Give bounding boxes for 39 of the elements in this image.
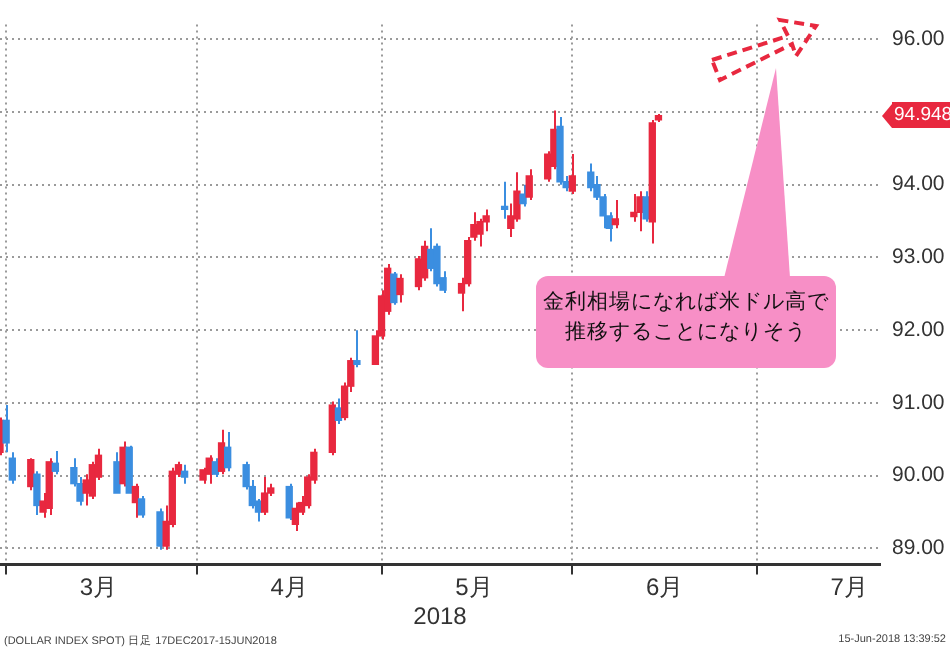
candlestick bbox=[125, 444, 133, 495]
candlestick bbox=[476, 217, 484, 248]
candlestick bbox=[119, 440, 127, 488]
y-tick-label: 89.00 bbox=[892, 536, 945, 561]
candlestick bbox=[180, 463, 189, 485]
candlestick bbox=[260, 476, 269, 516]
candlestick bbox=[131, 482, 140, 519]
candlestick bbox=[51, 449, 60, 476]
x-axis-title: 2018 bbox=[413, 602, 468, 631]
x-tick-label: 6月 bbox=[645, 573, 684, 602]
x-tick-label: 7月 bbox=[830, 573, 868, 602]
candlestick bbox=[137, 495, 146, 519]
candlestick bbox=[33, 470, 41, 516]
y-tick-label: 90.00 bbox=[892, 463, 945, 488]
candlestick bbox=[156, 507, 164, 551]
y-tick-label: 94.00 bbox=[892, 172, 945, 197]
candlestick bbox=[353, 329, 361, 369]
candlestick bbox=[8, 451, 16, 485]
y-tick-label: 92.00 bbox=[892, 317, 945, 342]
candlestick bbox=[285, 482, 293, 522]
candlestick bbox=[113, 451, 121, 495]
y-tick-label: 91.00 bbox=[892, 390, 945, 415]
annotation: 金利相場になれば米ドル高で推移することになりそう bbox=[536, 276, 836, 364]
candlestick bbox=[396, 273, 404, 304]
candlestick bbox=[224, 431, 232, 473]
y-tick-label: 93.00 bbox=[892, 245, 945, 270]
candlestick bbox=[525, 168, 533, 201]
candlestick bbox=[500, 180, 509, 220]
candlestick bbox=[45, 457, 53, 516]
candlestick bbox=[630, 193, 638, 223]
y-tick-label: 96.00 bbox=[892, 26, 945, 51]
candlestick bbox=[611, 198, 620, 230]
candlestick bbox=[291, 501, 300, 532]
candlestick bbox=[642, 190, 650, 223]
x-tick-label: 3月 bbox=[79, 573, 118, 602]
x-tick-label: 4月 bbox=[270, 573, 308, 602]
candlestick bbox=[519, 183, 527, 208]
candlestick bbox=[390, 270, 398, 306]
x-tick-label: 5月 bbox=[455, 573, 493, 602]
